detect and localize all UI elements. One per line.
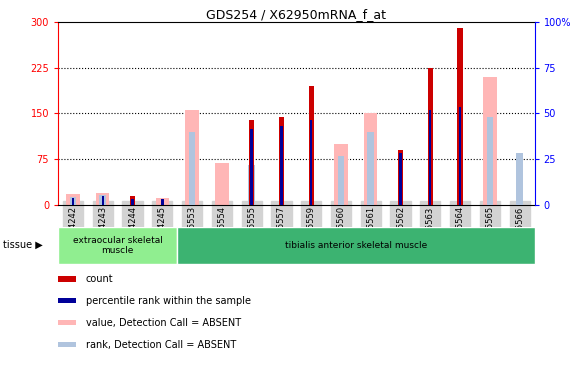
Bar (280, 126, 282, 205)
Bar (309, 86, 314, 205)
Text: count: count (86, 274, 113, 284)
Bar (185, 111, 199, 205)
Bar (338, 156, 345, 205)
Bar (189, 132, 195, 205)
Bar (457, 28, 462, 205)
Bar (58, 342, 76, 347)
Bar (72, 198, 74, 205)
Text: tissue ▶: tissue ▶ (3, 240, 42, 250)
Title: GDS254 / X62950mRNA_f_at: GDS254 / X62950mRNA_f_at (206, 8, 386, 21)
Bar (399, 153, 401, 205)
Bar (58, 298, 76, 303)
Bar (130, 196, 135, 205)
Bar (398, 150, 403, 205)
Bar (161, 199, 163, 205)
Text: tibialis anterior skeletal muscle: tibialis anterior skeletal muscle (285, 241, 427, 250)
Bar (334, 144, 347, 205)
Text: percentile rank within the sample: percentile rank within the sample (86, 296, 251, 306)
Bar (248, 165, 255, 205)
Bar (156, 198, 169, 205)
Bar (367, 132, 374, 205)
Bar (279, 116, 284, 205)
Bar (428, 68, 433, 205)
Bar (517, 153, 523, 205)
Bar (58, 227, 177, 264)
Bar (102, 197, 104, 205)
Text: rank, Detection Call = ABSENT: rank, Detection Call = ABSENT (86, 340, 236, 350)
Bar (364, 113, 378, 205)
Bar (58, 276, 76, 281)
Text: extraocular skeletal
muscle: extraocular skeletal muscle (73, 235, 163, 255)
Bar (66, 194, 80, 205)
Bar (486, 116, 493, 205)
Bar (177, 227, 535, 264)
Bar (70, 197, 76, 205)
Bar (99, 195, 106, 205)
Bar (131, 199, 134, 205)
Bar (459, 107, 461, 205)
Bar (58, 320, 76, 325)
Bar (483, 77, 497, 205)
Bar (250, 129, 253, 205)
Bar (429, 111, 432, 205)
Bar (215, 164, 228, 205)
Bar (249, 120, 254, 205)
Text: value, Detection Call = ABSENT: value, Detection Call = ABSENT (86, 318, 241, 328)
Bar (310, 120, 313, 205)
Bar (96, 193, 109, 205)
